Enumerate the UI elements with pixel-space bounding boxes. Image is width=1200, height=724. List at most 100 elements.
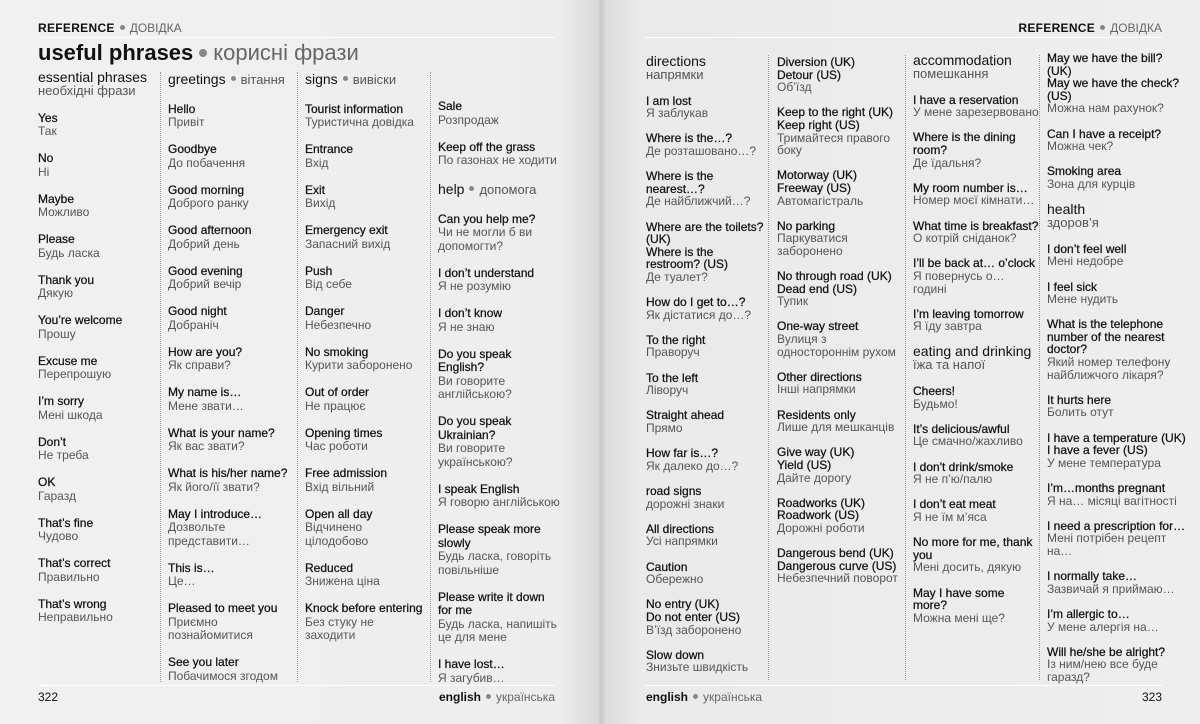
phrase-en: Thank you <box>38 272 95 287</box>
phrase-uk: Я їду завтра <box>913 319 982 334</box>
heading-en: eating and drinking <box>913 343 1032 360</box>
phrase-uk: Об’їзд <box>777 80 812 95</box>
phrase: Thank you Дякую <box>38 272 156 301</box>
phrase: What is your name? Як вас звати? <box>168 426 293 454</box>
phrase-en: All directions <box>646 521 715 536</box>
phrase: Other directions Інші напрямки <box>777 371 903 396</box>
phrase-en: OK <box>38 475 56 489</box>
phrase: That’s wrong Неправильно <box>38 596 156 625</box>
phrase: My name is… Мене звати… <box>168 385 293 413</box>
phrase-en: My room number is… <box>913 180 1028 195</box>
phrase-en: One-way street <box>777 319 859 334</box>
phrase: That’s correct Правильно <box>38 556 156 584</box>
phrase-uk: Мене нудить <box>1047 292 1119 307</box>
phrase: That’s fine Чудово <box>38 516 156 544</box>
phrase-uk: Номер моєї кімнати… <box>913 193 1035 208</box>
phrase-uk: Усі напрямки <box>646 534 718 549</box>
heading-en: accommodation <box>913 52 1012 68</box>
phrase: You’re welcome Прошу <box>38 313 156 341</box>
phrase-uk: Паркуватися заборонено <box>777 231 848 258</box>
phrase: To the left Ліворуч <box>646 370 768 398</box>
phrase: It’s delicious/awful Це смачно/жахливо <box>913 423 1039 448</box>
phrase-en: No parking <box>777 218 836 233</box>
phrase-uk: Як дістатися до…? <box>646 307 752 322</box>
phrase: Pleased to meet you Приємно познайомитися <box>168 601 293 643</box>
bullet <box>342 76 348 82</box>
phrase: How do I get to…? Як дістатися до…? <box>646 296 768 321</box>
phrase-en: That’s wrong <box>38 596 107 611</box>
phrase-uk: Запасний вихід <box>305 236 391 251</box>
phrase-uk: Із ним/нею все буде гаразд? <box>1047 657 1158 684</box>
column-separator <box>297 72 298 682</box>
phrase-uk: Я не їм м’яса <box>913 510 987 524</box>
phrase: No parking Паркуватися заборонено <box>777 218 903 258</box>
phrase-column: signs вивіски Tourist information Туристичн… <box>305 71 427 656</box>
bullet <box>230 76 236 82</box>
phrase-uk: Курити заборонено <box>305 358 413 372</box>
section-heading: directions напрямки <box>646 54 768 82</box>
phrase-column: Sale Розпродаж Keep off the grass По газона… <box>438 99 560 699</box>
phrase-uk: Зазвичай я приймаю… <box>1047 581 1175 596</box>
phrase-en: Keep to the right (UK) Keep right (US) <box>777 105 894 132</box>
phrase-uk: Добраніч <box>168 317 219 332</box>
phrase-uk: Побачимося згодом <box>168 668 278 683</box>
phrase: No Ні <box>38 151 156 179</box>
phrase: Good evening Добрий вечір <box>168 263 293 292</box>
bullet <box>1100 25 1106 31</box>
phrase: Excuse me Перепрошую <box>38 354 156 382</box>
phrase-uk: Де розташовано…? <box>646 143 757 158</box>
phrase-uk: Як далеко до…? <box>646 458 739 473</box>
phrase-en: What is his/her name? <box>168 466 288 480</box>
heading-uk: здоров’я <box>1047 215 1099 231</box>
phrase-uk: Праворуч <box>646 345 700 360</box>
phrase: I don’t know Я не знаю <box>438 306 560 334</box>
section-heading: accommodation помешкання <box>913 52 1039 81</box>
phrase: I speak English Я говорю англійською <box>438 482 560 510</box>
phrase: Maybe Можливо <box>38 191 156 220</box>
phrase-en: I have lost… <box>438 657 505 671</box>
phrase-en: No more for me, thank you <box>913 535 1033 562</box>
phrase-en: Cheers! <box>913 384 956 399</box>
bullet <box>469 186 475 192</box>
phrase-en: Do you speak Ukrainian? <box>438 414 512 442</box>
phrase-column: May we have the bill? (UK) May we have t… <box>1047 52 1187 696</box>
phrase-en: Caution <box>646 559 688 574</box>
phrase-uk: Ліворуч <box>646 383 689 398</box>
phrase-uk: Будьмо! <box>913 396 958 411</box>
phrase: Good night Добраніч <box>168 304 293 332</box>
phrase: Don’t Не треба <box>38 435 156 463</box>
phrase-en: Where are the toilets? (UK) Where is the… <box>646 219 764 272</box>
phrase-uk: Як справи? <box>168 358 231 372</box>
section-heading: eating and drinking їжа та напої <box>913 343 1039 372</box>
phrase-uk: Можна мені ще? <box>913 610 1005 625</box>
phrase-uk: По газонах не ходити <box>438 153 557 167</box>
phrase-en: Good evening <box>168 263 243 278</box>
heading-uk: допомога <box>479 182 537 197</box>
phrase-uk: Дайте дорогу <box>777 470 852 485</box>
phrase: It hurts here Болить отут <box>1047 394 1187 419</box>
phrase: May I introduce… Дозвольте представити… <box>168 507 293 549</box>
page-title: useful phrases корисні фрази <box>38 40 359 66</box>
column-separator <box>430 72 431 682</box>
phrase: Out of order Не працює <box>305 385 427 413</box>
phrase-en: Hello <box>168 101 196 116</box>
phrase: I need a prescription for… Мені потрібен … <box>1047 520 1187 558</box>
phrase: Knock before entering Без стуку не заходи… <box>305 601 427 643</box>
phrase-uk: Приємно познайомитися <box>168 614 253 642</box>
phrase-en: To the left <box>646 370 699 385</box>
phrase-en: Slow down <box>646 647 705 662</box>
phrase: How are you? Як справи? <box>168 345 293 373</box>
phrase-en: Maybe <box>38 191 75 206</box>
phrase-uk: Вихід <box>305 196 336 210</box>
phrase: All directions Усі напрямки <box>646 523 768 548</box>
heading-en: signs <box>305 71 338 87</box>
heading-uk: необхідні фрази <box>38 83 136 98</box>
phrase-uk: дорожні знаки <box>646 496 725 511</box>
phrase: Caution Обережно <box>646 559 768 586</box>
phrase-en: Do you speak English? <box>438 346 512 374</box>
phrase-en: Where is the…? <box>646 131 733 146</box>
phrase-en: It hurts here <box>1047 392 1112 407</box>
phrase-uk: Я загубив… <box>438 670 505 685</box>
phrase-en: Please speak more slowly <box>438 522 541 550</box>
